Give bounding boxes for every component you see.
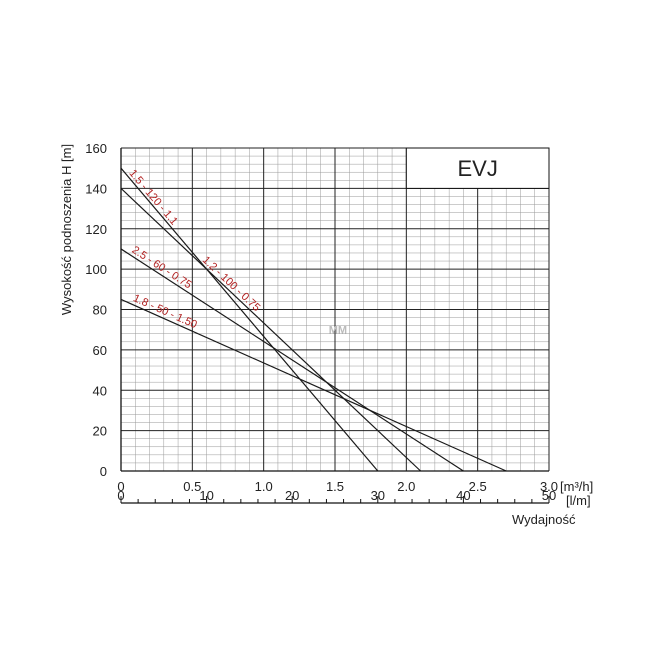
y-axis-title: Wysokość podnoszenia H [m]	[59, 144, 74, 315]
x-tick-label: 3.0	[540, 479, 558, 494]
y-tick-label: 140	[85, 181, 107, 196]
x-axis-unit-primary: [m³/h]	[560, 479, 593, 494]
x-tick-label: 1.5	[326, 479, 344, 494]
title-box-frame	[405, 147, 550, 189]
y-tick-label: 40	[93, 383, 107, 398]
series-line-4	[120, 298, 507, 472]
series-line-2	[120, 187, 422, 472]
x2-tick-label: 10	[199, 488, 213, 503]
x2-tick-label: 40	[456, 488, 470, 503]
x-tick-labels: 0 0.5 1.0 1.5 2.0 2.5 3.0	[117, 479, 558, 494]
x2-tick-label: 20	[285, 488, 299, 503]
x-axis-title: Wydajność	[512, 512, 576, 527]
series-label-4: 1.8 - 50 - 1.50	[131, 292, 198, 331]
x2-tick-label: 0	[117, 488, 124, 503]
series-label-3: 2.5 - 60 - 0.75	[130, 244, 194, 291]
x-tick-label: 1.0	[255, 479, 273, 494]
x-tick-label: 2.5	[469, 479, 487, 494]
y-tick-label: 120	[85, 222, 107, 237]
x2-tick-label: 30	[371, 488, 385, 503]
x2-tick-label: 50	[542, 488, 556, 503]
x-tick-label: 2.0	[397, 479, 415, 494]
y-tick-label: 60	[93, 343, 107, 358]
series-label-2: 1.2 - 100 - 0.75	[200, 254, 263, 314]
chart-title: EVJ	[457, 156, 497, 181]
series-group: 1.5 - 120 - 1.11.2 - 100 - 0.752.5 - 60 …	[120, 167, 507, 472]
y-tick-labels: 0 20 40 60 80 100 120 140 160	[85, 141, 107, 479]
x-tick-label: 0	[117, 479, 124, 494]
series-line-1	[120, 167, 379, 472]
y-tick-label: 80	[93, 303, 107, 318]
series-line-3	[120, 248, 464, 472]
x-tick-label: 0.5	[183, 479, 201, 494]
watermark: MM	[329, 325, 347, 337]
y-tick-label: 20	[93, 424, 107, 439]
x2-tick-labels: 0 10 20 30 40 50	[117, 488, 556, 503]
title-box: EVJ	[405, 147, 550, 189]
x-axis-unit-secondary: [l/m]	[566, 493, 591, 508]
axes	[120, 148, 550, 504]
y-tick-label: 160	[85, 141, 107, 156]
y-tick-label: 100	[85, 262, 107, 277]
y-tick-label: 0	[100, 464, 107, 479]
